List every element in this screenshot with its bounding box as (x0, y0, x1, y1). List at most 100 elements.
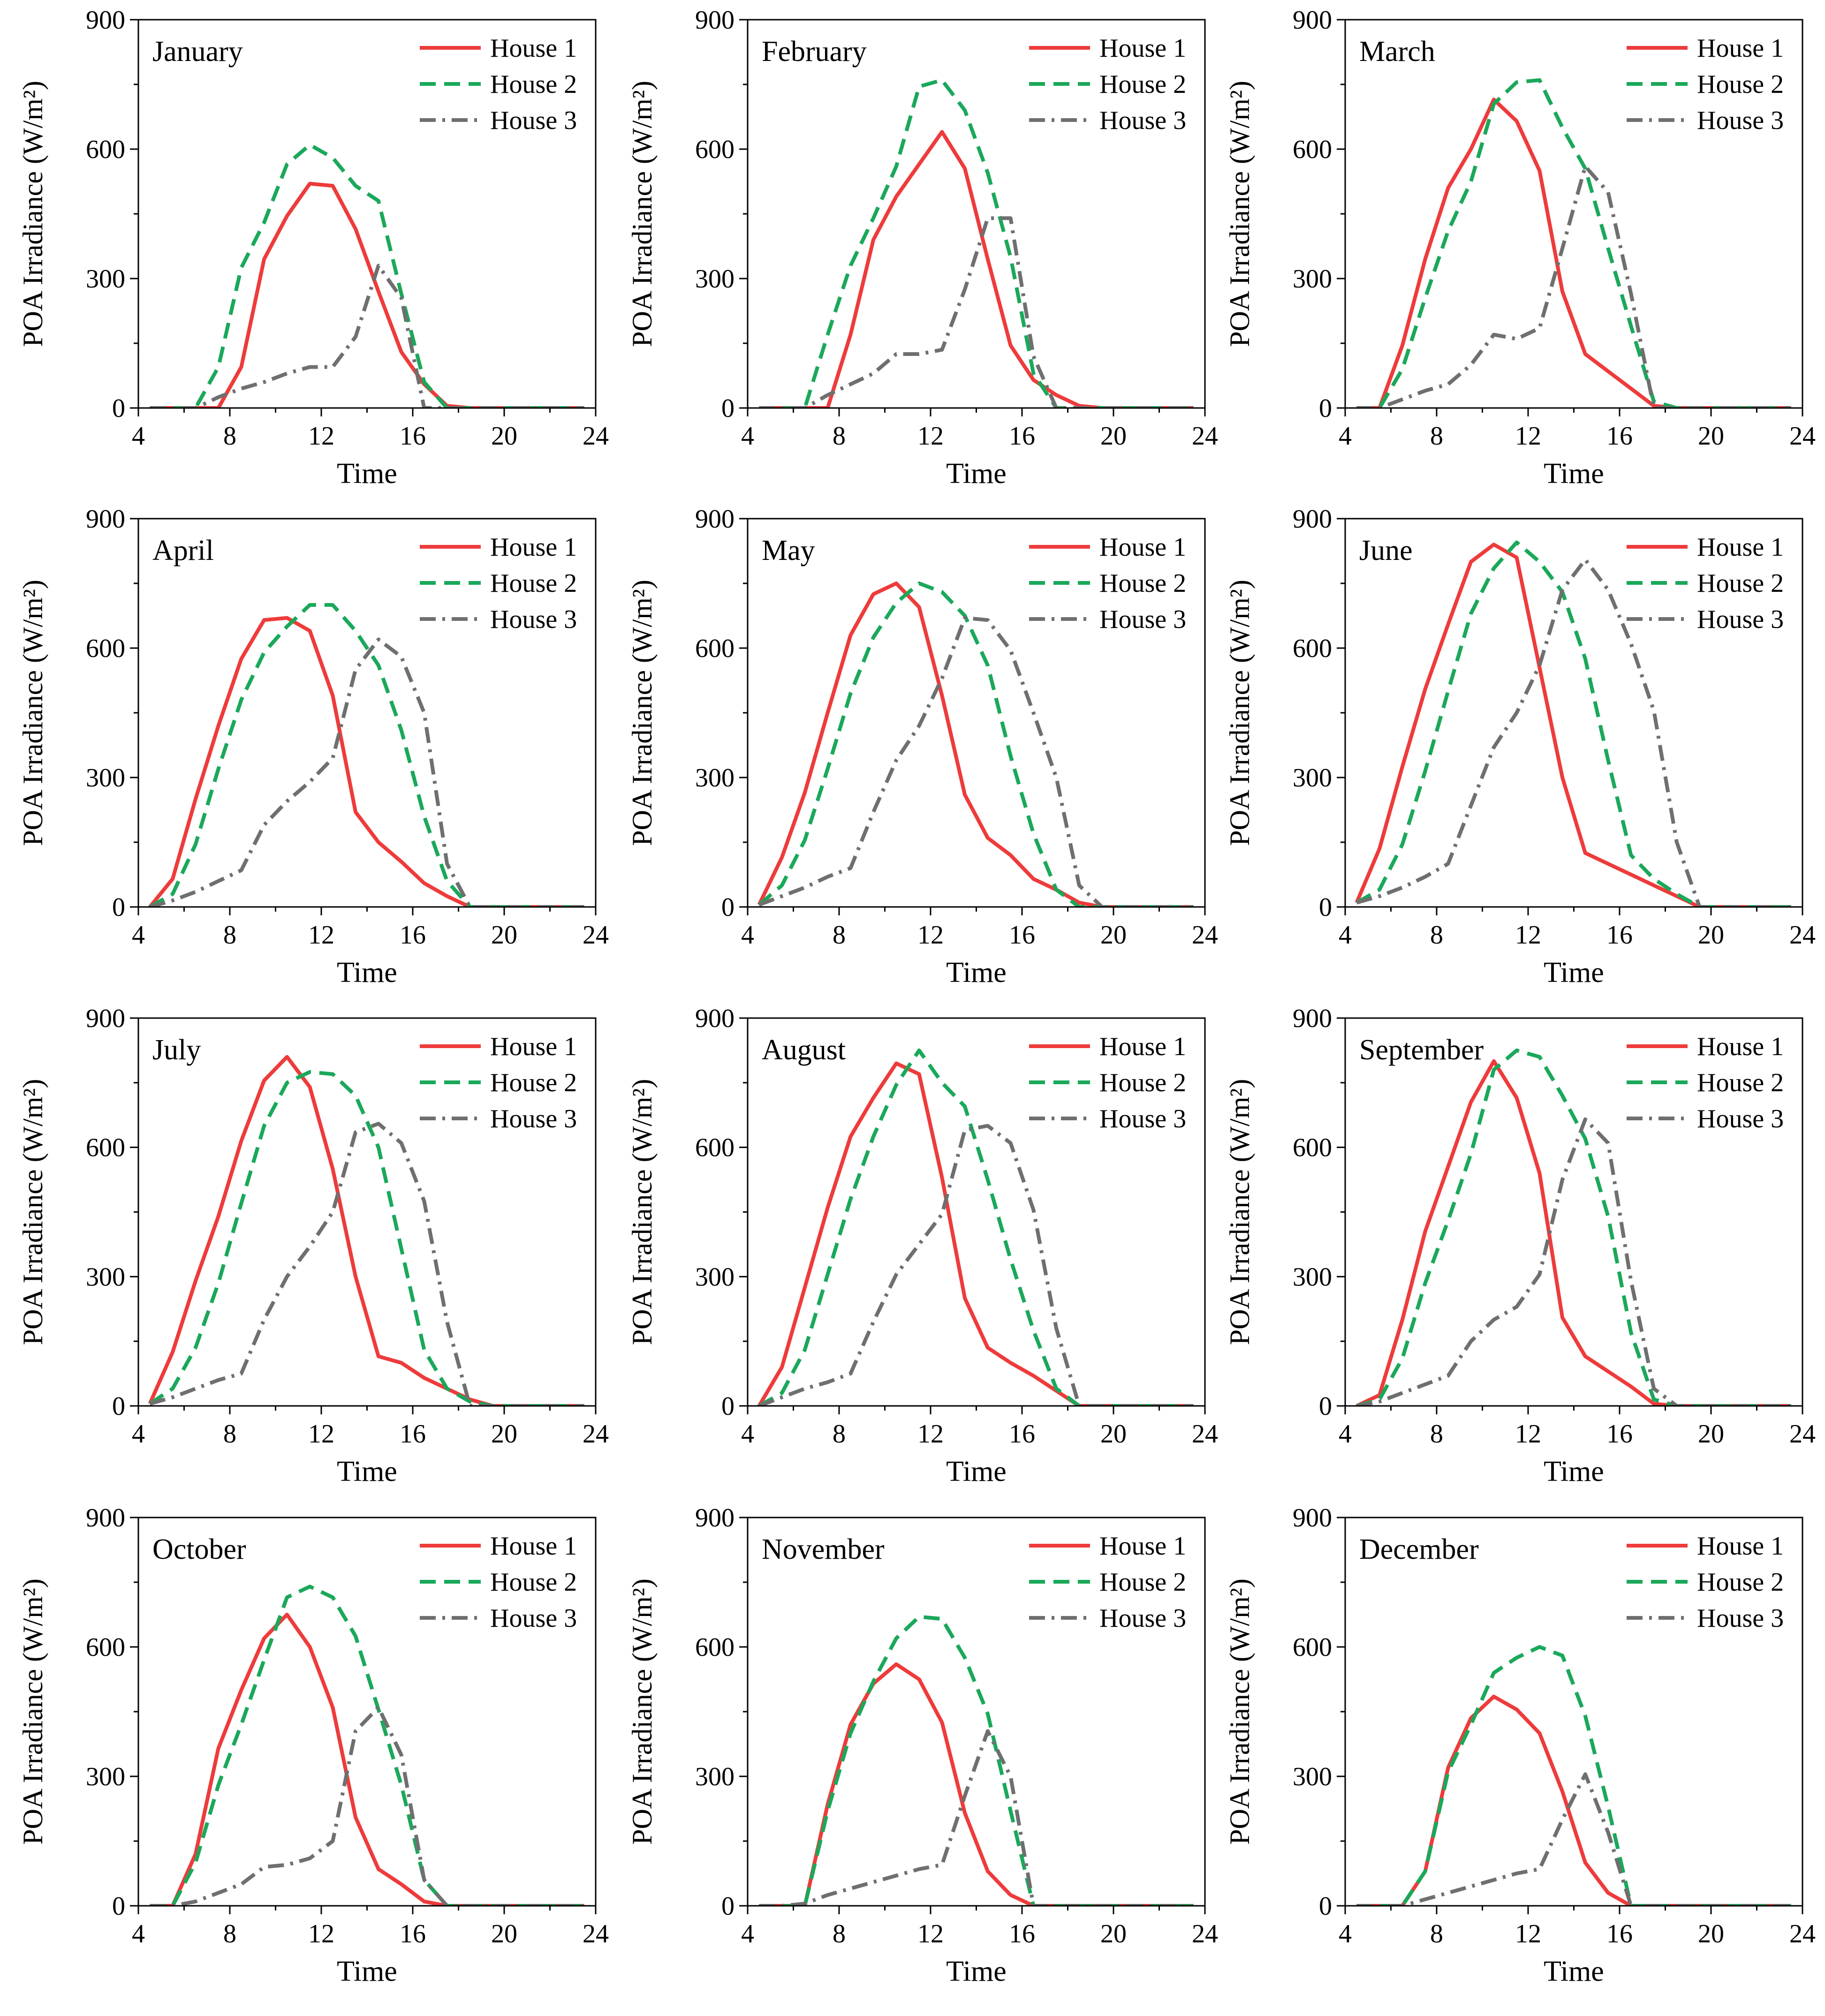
y-tick-label: 600 (695, 1633, 735, 1662)
x-tick-label: 8 (833, 422, 846, 451)
y-tick-label: 0 (1319, 394, 1332, 423)
x-axis-label: Time (337, 1456, 397, 1487)
y-tick-label: 0 (721, 1892, 735, 1921)
x-tick-label: 16 (400, 1919, 426, 1948)
series-line-house-1 (757, 581, 1194, 907)
y-tick-label: 300 (695, 264, 735, 294)
x-tick-label: 24 (1789, 1420, 1816, 1449)
series-line-house-3 (150, 1705, 584, 1906)
x-tick-label: 16 (1606, 1919, 1633, 1948)
y-tick-label: 900 (86, 1503, 125, 1533)
series-group (1356, 1645, 1791, 1906)
x-tick-label: 20 (491, 921, 517, 950)
x-tick-label: 20 (491, 1919, 517, 1948)
legend-label: House 2 (490, 70, 577, 99)
x-axis-label: Time (1544, 1956, 1604, 1987)
x-axis-label: Time (1544, 1456, 1604, 1487)
legend-label: House 3 (1697, 106, 1784, 135)
x-tick-label: 12 (917, 1420, 944, 1449)
y-tick-label: 600 (1293, 135, 1332, 164)
x-tick-label: 12 (917, 921, 944, 950)
legend: House 1 House 2 House 3 (1627, 1032, 1784, 1133)
x-tick-label: 4 (741, 1420, 754, 1449)
y-tick-label: 300 (1293, 1262, 1332, 1291)
chart-panel: 4 8 12 16 20 24 0 300 600 900 Time POA Irradiance (… (17, 1004, 609, 1487)
y-tick-label: 300 (1293, 763, 1332, 793)
y-axis-label: POA Irradiance (W/m²) (1224, 1079, 1255, 1345)
chart-panel: 4 8 12 16 20 24 0 300 600 900 Time POA Irradiance (… (1224, 1503, 1816, 1987)
x-axis-label: Time (337, 957, 397, 989)
series-group (1356, 78, 1791, 408)
x-tick-label: 12 (308, 422, 334, 451)
panel-title: February (762, 36, 867, 68)
legend: House 1 House 2 House 3 (420, 1032, 577, 1133)
y-tick-label: 300 (1293, 264, 1332, 294)
x-tick-label: 4 (132, 1919, 145, 1948)
legend-label: House 1 (1697, 34, 1784, 63)
legend-label: House 2 (1099, 1568, 1186, 1597)
x-tick-label: 12 (917, 1919, 944, 1948)
x-axis-label: Time (946, 1956, 1007, 1987)
series-line-house-2 (1356, 1645, 1791, 1906)
y-tick-label: 600 (86, 634, 125, 663)
legend-label: House 2 (490, 569, 577, 598)
y-tick-label: 900 (1293, 6, 1332, 35)
y-axis-label: POA Irradiance (W/m²) (17, 1079, 48, 1345)
x-axis-label: Time (337, 1956, 397, 1987)
y-tick-label: 600 (695, 634, 735, 663)
chart-panel: 4 8 12 16 20 24 0 300 600 900 Time POA Irradiance (… (627, 1004, 1218, 1487)
series-group (1355, 1048, 1791, 1406)
x-tick-label: 20 (1100, 921, 1127, 950)
x-tick-label: 16 (1606, 1420, 1633, 1449)
y-tick-label: 0 (112, 1892, 125, 1921)
legend-label: House 3 (490, 106, 577, 135)
panel-title: September (1359, 1034, 1484, 1066)
x-tick-label: 12 (917, 422, 944, 451)
series-line-house-3 (758, 1124, 1194, 1406)
y-tick-label: 600 (1293, 1133, 1332, 1163)
panel-title: October (152, 1533, 246, 1565)
series-line-house-2 (757, 581, 1194, 907)
x-tick-label: 4 (741, 1919, 754, 1948)
legend-label: House 2 (490, 1068, 577, 1097)
x-tick-label: 4 (741, 422, 754, 451)
legend: House 1 House 2 House 3 (420, 34, 577, 135)
x-axis-label: Time (946, 957, 1007, 989)
y-tick-label: 900 (86, 505, 125, 534)
panel-title: December (1359, 1533, 1479, 1565)
series-line-house-2 (149, 603, 584, 907)
series-line-house-1 (1356, 98, 1791, 408)
legend-label: House 3 (1697, 1104, 1784, 1133)
legend-label: House 3 (490, 1604, 577, 1633)
panel-title: July (152, 1034, 201, 1066)
x-tick-label: 20 (491, 422, 517, 451)
y-axis-label: POA Irradiance (W/m²) (627, 1578, 658, 1845)
y-tick-label: 300 (86, 1262, 125, 1291)
x-tick-label: 8 (833, 1919, 846, 1948)
x-tick-label: 16 (400, 422, 426, 451)
series-line-house-3 (150, 264, 584, 408)
y-tick-label: 600 (695, 135, 735, 164)
series-group (759, 1615, 1194, 1906)
series-line-house-1 (148, 616, 584, 907)
legend-label: House 1 (490, 533, 577, 562)
y-tick-label: 0 (112, 1392, 125, 1421)
series-group (1355, 540, 1791, 907)
y-axis-label: POA Irradiance (W/m²) (627, 1079, 658, 1345)
chart-panel: 4 8 12 16 20 24 0 300 600 900 Time POA Irradiance (… (1224, 6, 1816, 490)
y-tick-label: 300 (695, 1262, 735, 1291)
legend-label: House 3 (1099, 605, 1186, 634)
x-tick-label: 12 (1515, 422, 1541, 451)
y-tick-label: 300 (695, 763, 735, 793)
series-group (150, 1585, 584, 1906)
legend-label: House 1 (1697, 533, 1784, 562)
series-line-house-1 (759, 1662, 1194, 1906)
legend: House 1 House 2 House 3 (1627, 1532, 1784, 1633)
panel-title: August (762, 1034, 846, 1066)
panel-title: November (762, 1533, 885, 1565)
x-tick-label: 8 (833, 1420, 846, 1449)
series-group (757, 1048, 1194, 1406)
x-tick-label: 20 (1100, 1919, 1127, 1948)
y-tick-label: 0 (721, 394, 735, 423)
x-tick-label: 4 (1339, 921, 1352, 950)
